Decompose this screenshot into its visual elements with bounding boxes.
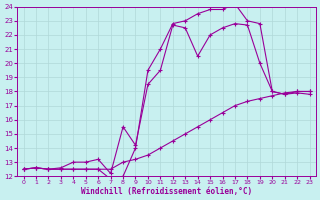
X-axis label: Windchill (Refroidissement éolien,°C): Windchill (Refroidissement éolien,°C) <box>81 187 252 196</box>
